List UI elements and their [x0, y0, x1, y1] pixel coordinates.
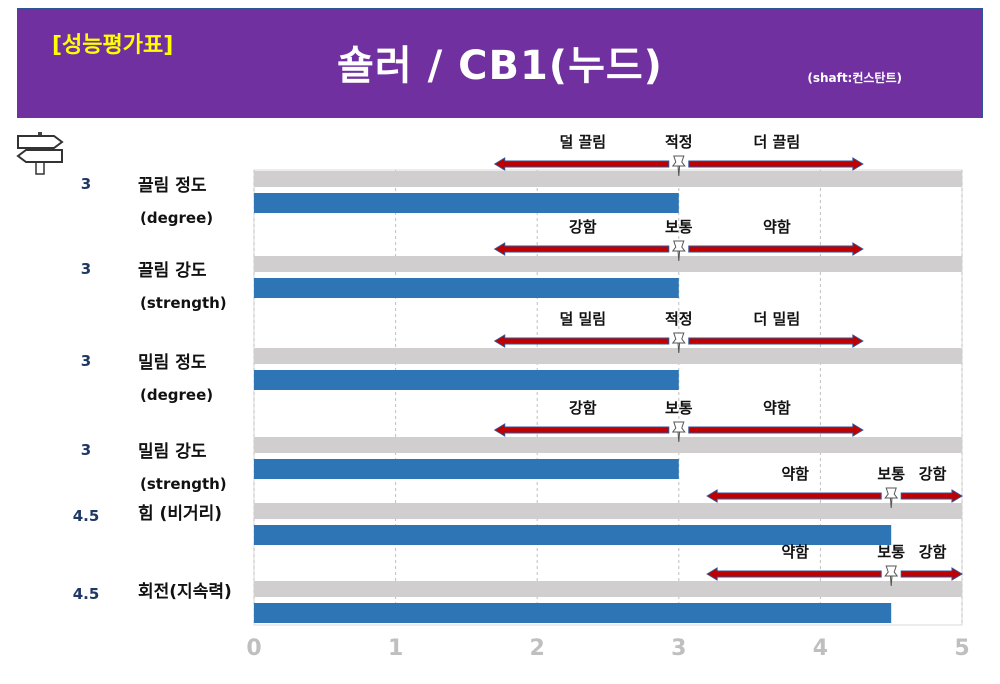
scale-right-label: 더 끌림	[754, 133, 801, 151]
value-label: 3	[81, 260, 91, 278]
value-label: 4.5	[73, 585, 100, 603]
page-title: 숄러 / CB1(누드)	[337, 43, 663, 89]
scale-left-label: 강함	[569, 218, 597, 236]
pushpin-icon	[884, 487, 899, 509]
scale-left-label: 덜 밀림	[559, 310, 606, 328]
scale-right-label: 강함	[919, 543, 947, 561]
scale-track	[254, 171, 962, 187]
scale-center-label: 적정	[665, 310, 693, 328]
x-tick-label: 3	[671, 636, 686, 661]
pushpin-icon	[671, 421, 686, 443]
pushpin-icon	[884, 565, 899, 587]
x-tick-label: 1	[388, 636, 403, 661]
value-label: 4.5	[73, 507, 100, 525]
scale-right-label: 강함	[919, 465, 947, 483]
left-arrow	[493, 334, 670, 348]
right-arrow	[688, 423, 864, 437]
value-label: 3	[81, 352, 91, 370]
left-arrow	[706, 567, 882, 581]
value-bar	[254, 370, 679, 390]
category-sublabel: (strength)	[140, 294, 227, 312]
scale-track	[254, 503, 962, 519]
header-banner: [성능평가표] 숄러 / CB1(누드) (shaft:컨스탄트)	[17, 8, 983, 118]
right-arrow	[900, 567, 963, 581]
left-arrow	[493, 242, 670, 256]
scale-track	[254, 348, 962, 364]
value-bar	[254, 603, 892, 623]
category-sublabel: (degree)	[140, 209, 213, 227]
left-arrow	[493, 157, 670, 171]
pushpin-icon	[671, 332, 686, 354]
scale-left-label: 강함	[569, 399, 597, 417]
shaft-subtitle: (shaft:컨스탄트)	[807, 71, 902, 85]
scale-center-label: 보통	[877, 465, 905, 483]
scale-right-label: 약함	[763, 399, 791, 417]
plot-frame	[253, 169, 963, 626]
scale-right-label: 더 밀림	[754, 310, 801, 328]
left-arrow	[706, 489, 882, 503]
scale-right-label: 약함	[763, 218, 791, 236]
value-label: 3	[81, 441, 91, 459]
x-tick-label: 4	[813, 636, 828, 661]
scale-left-label: 약함	[781, 543, 809, 561]
scale-center-label: 보통	[877, 543, 905, 561]
evaluation-tag: [성능평가표]	[52, 33, 174, 58]
category-label: 끌림 정도	[138, 176, 207, 196]
scale-center-label: 보통	[665, 218, 693, 236]
value-bar	[254, 525, 892, 545]
pushpin-icon	[671, 240, 686, 262]
scale-left-label: 덜 끌림	[559, 133, 606, 151]
left-arrow	[493, 423, 670, 437]
scale-left-label: 약함	[781, 465, 809, 483]
scale-center-label: 보통	[665, 399, 693, 417]
category-label: 회전(지속력)	[138, 582, 232, 602]
scale-track	[254, 437, 962, 453]
right-arrow	[900, 489, 963, 503]
x-tick-label: 2	[530, 636, 545, 661]
category-label: 힘 (비거리)	[138, 503, 222, 524]
x-tick-label: 5	[954, 636, 969, 661]
signpost-icon	[16, 132, 64, 175]
category-label: 밀림 강도	[138, 441, 207, 462]
right-arrow	[688, 334, 864, 348]
value-bar	[254, 278, 679, 298]
right-arrow	[688, 242, 864, 256]
category-label: 밀림 정도	[138, 352, 207, 373]
scale-center-label: 적정	[665, 133, 693, 151]
category-label: 끌림 강도	[138, 261, 207, 281]
category-sublabel: (strength)	[140, 475, 227, 493]
right-arrow	[688, 157, 864, 171]
scale-track	[254, 256, 962, 272]
scale-track	[254, 581, 962, 597]
x-tick-label: 0	[246, 636, 261, 661]
value-label: 3	[81, 175, 91, 193]
category-sublabel: (degree)	[140, 386, 213, 404]
pushpin-icon	[671, 155, 686, 177]
value-bar	[254, 193, 679, 213]
value-bar	[254, 459, 679, 479]
